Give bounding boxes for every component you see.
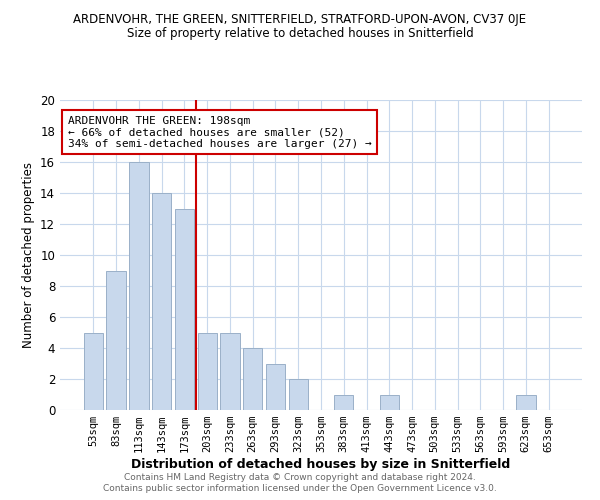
X-axis label: Distribution of detached houses by size in Snitterfield: Distribution of detached houses by size … — [131, 458, 511, 471]
Text: Contains HM Land Registry data © Crown copyright and database right 2024.: Contains HM Land Registry data © Crown c… — [124, 472, 476, 482]
Text: ARDENVOHR THE GREEN: 198sqm
← 66% of detached houses are smaller (52)
34% of sem: ARDENVOHR THE GREEN: 198sqm ← 66% of det… — [68, 116, 371, 148]
Bar — [220, 332, 239, 410]
Bar — [106, 270, 126, 410]
Bar — [84, 332, 103, 410]
Text: Size of property relative to detached houses in Snitterfield: Size of property relative to detached ho… — [127, 28, 473, 40]
Y-axis label: Number of detached properties: Number of detached properties — [22, 162, 35, 348]
Bar — [266, 364, 285, 410]
Bar — [152, 193, 172, 410]
Bar — [289, 379, 308, 410]
Bar — [516, 394, 536, 410]
Bar — [129, 162, 149, 410]
Text: ARDENVOHR, THE GREEN, SNITTERFIELD, STRATFORD-UPON-AVON, CV37 0JE: ARDENVOHR, THE GREEN, SNITTERFIELD, STRA… — [73, 12, 527, 26]
Bar — [243, 348, 262, 410]
Bar — [334, 394, 353, 410]
Bar — [380, 394, 399, 410]
Text: Contains public sector information licensed under the Open Government Licence v3: Contains public sector information licen… — [103, 484, 497, 493]
Bar — [197, 332, 217, 410]
Bar — [175, 208, 194, 410]
